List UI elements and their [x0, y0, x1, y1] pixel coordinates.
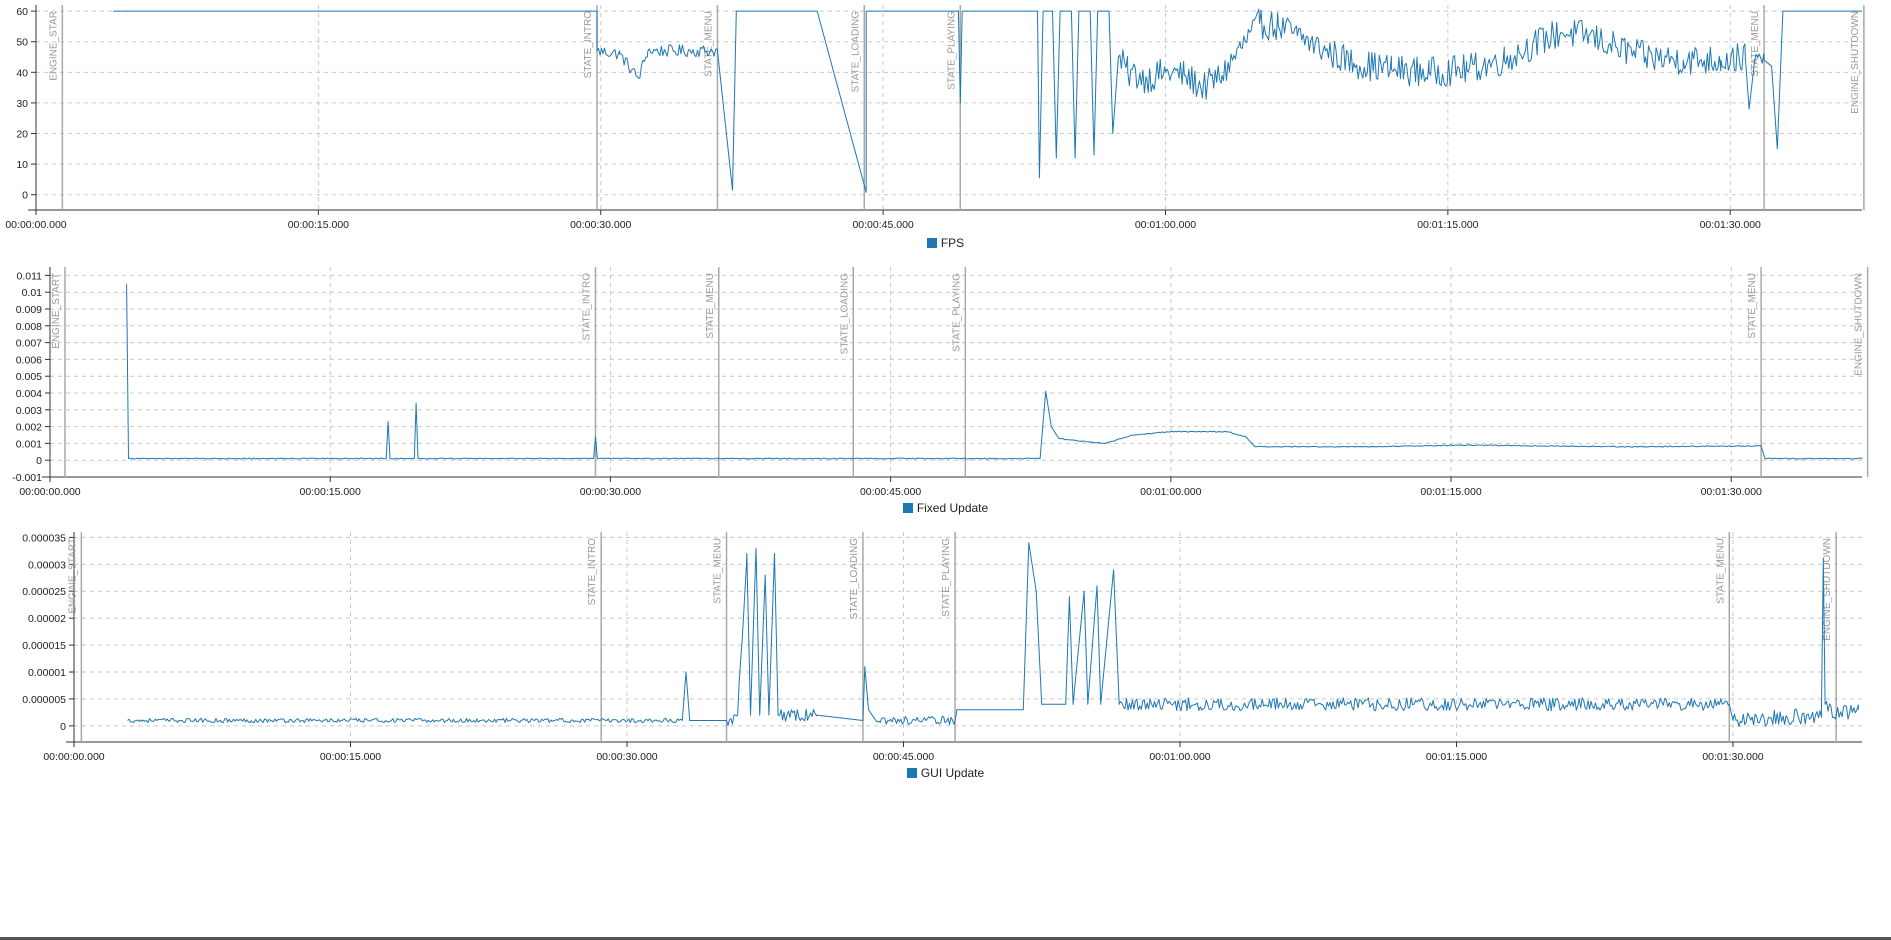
y-tick-label: 20 [16, 129, 28, 141]
y-tick-label: 40 [16, 67, 28, 79]
x-tick-label: 00:01:00.000 [1135, 219, 1196, 231]
x-tick-label: 00:00:00.000 [43, 751, 104, 763]
state-marker-label: STATE_PLAYING [946, 11, 957, 90]
state-marker-label: STATE_PLAYING [941, 538, 952, 617]
y-tick-label: 30 [16, 98, 28, 110]
x-tick-label: 00:00:15.000 [300, 486, 361, 498]
fps-legend[interactable]: FPS [0, 234, 1891, 252]
y-tick-label: 0.006 [16, 354, 42, 366]
y-tick-label: 0.000005 [22, 694, 66, 706]
y-tick-label: 0.011 [17, 270, 43, 282]
state-marker-label: STATE_MENU [1750, 11, 1761, 77]
state-marker-label: ENGINE_STAR [48, 11, 59, 81]
state-marker-label: STATE_MENU [1715, 538, 1726, 604]
y-tick-label: 0.01 [22, 287, 43, 299]
x-tick-label: 00:00:00.000 [5, 219, 66, 231]
fixed-update-chart: -0.001 0 0.001 0.002 0.003 0.004 0.005 0.006 0.0… [0, 257, 1891, 501]
y-tick-label: 0.004 [16, 388, 42, 400]
y-tick-label: 60 [16, 6, 28, 18]
x-tick-label: 00:00:15.000 [288, 219, 349, 231]
gui-update-chart: 0 0.000005 0.00001 0.000015 0.00002 0.000025 0… [0, 522, 1891, 766]
x-tick-label: 00:00:30.000 [570, 219, 631, 231]
x-tick-label: 00:00:45.000 [852, 219, 913, 231]
y-tick-label: -0.001 [12, 472, 42, 484]
x-tick-label: 00:00:30.000 [596, 751, 657, 763]
state-marker-label: ENGINE_START [51, 273, 62, 349]
state-marker-label: STATE_MENU [713, 538, 724, 604]
fps-chart: 0 10 20 30 40 50 60 00:00:00.000 00:00:15.000 00:… [0, 0, 1891, 236]
y-tick-label: 0.003 [16, 405, 42, 417]
state-marker-label: STATE_PLAYING [951, 273, 962, 352]
x-tick-label: 00:01:30.000 [1700, 219, 1761, 231]
state-marker-label: STATE_INTRO [587, 538, 598, 606]
state-marker-label: ENGINE_SHUTDOWN [1822, 538, 1833, 641]
state-marker-label: ENGINE_START [67, 538, 78, 614]
y-tick-label: 0 [60, 721, 66, 733]
y-tick-label: 0.00002 [28, 613, 66, 625]
y-tick-label: 0.009 [16, 304, 42, 316]
gui-update-legend[interactable]: GUI Update [0, 764, 1891, 782]
y-tick-label: 10 [16, 159, 28, 171]
bottom-divider [0, 937, 1891, 940]
y-tick-label: 0.00003 [28, 559, 66, 571]
x-tick-label: 00:00:45.000 [860, 486, 921, 498]
y-tick-label: 0 [36, 455, 42, 467]
state-marker-label: STATE_MENU [703, 11, 714, 77]
fixed-update-legend-label: Fixed Update [916, 501, 989, 515]
y-tick-label: 0 [22, 190, 28, 202]
y-tick-label: 0.000035 [22, 532, 66, 544]
state-marker-label: STATE_LOADING [849, 538, 860, 620]
x-tick-label: 00:00:30.000 [580, 486, 641, 498]
x-tick-label: 00:01:15.000 [1426, 751, 1487, 763]
x-tick-label: 00:01:15.000 [1417, 219, 1478, 231]
x-tick-label: 00:01:30.000 [1702, 751, 1763, 763]
state-marker-label: STATE_MENU [705, 273, 716, 339]
x-tick-label: 00:01:00.000 [1149, 751, 1210, 763]
state-marker-label: STATE_LOADING [850, 11, 861, 93]
x-tick-label: 00:00:45.000 [873, 751, 934, 763]
y-tick-label: 50 [16, 37, 28, 49]
y-tick-label: 0.005 [16, 371, 42, 383]
fixed-update-legend-swatch [902, 503, 913, 513]
y-tick-label: 0.000025 [22, 586, 66, 598]
series-line-fps [113, 8, 1862, 193]
state-marker-label: STATE_MENU [1747, 273, 1758, 339]
gui-update-legend-swatch [906, 768, 917, 778]
fps-legend-label: FPS [940, 236, 965, 250]
y-tick-label: 0.002 [16, 422, 42, 434]
x-tick-label: 00:00:00.000 [19, 486, 80, 498]
y-tick-label: 0.00001 [28, 667, 66, 679]
state-marker-label: ENGINE_SHUTDOWN [1850, 11, 1861, 114]
x-tick-label: 00:01:15.000 [1420, 486, 1481, 498]
series-line-fixed-update [126, 283, 1863, 460]
x-tick-label: 00:00:15.000 [320, 751, 381, 763]
state-marker-label: STATE_INTRO [583, 11, 594, 79]
x-tick-label: 00:01:00.000 [1140, 486, 1201, 498]
y-tick-label: 0.007 [16, 338, 42, 350]
series-line-gui-update [127, 542, 1859, 728]
gui-update-legend-label: GUI Update [920, 766, 985, 780]
fps-legend-swatch [926, 238, 937, 248]
y-tick-label: 0.001 [16, 438, 42, 450]
fixed-update-legend[interactable]: Fixed Update [0, 499, 1891, 517]
state-marker-label: STATE_INTRO [581, 273, 592, 341]
x-tick-label: 00:01:30.000 [1701, 486, 1762, 498]
y-tick-label: 0.008 [16, 321, 42, 333]
state-marker-label: ENGINE_SHUTDOWN [1854, 273, 1865, 376]
state-marker-label: STATE_LOADING [839, 273, 850, 355]
y-tick-label: 0.000015 [22, 640, 66, 652]
